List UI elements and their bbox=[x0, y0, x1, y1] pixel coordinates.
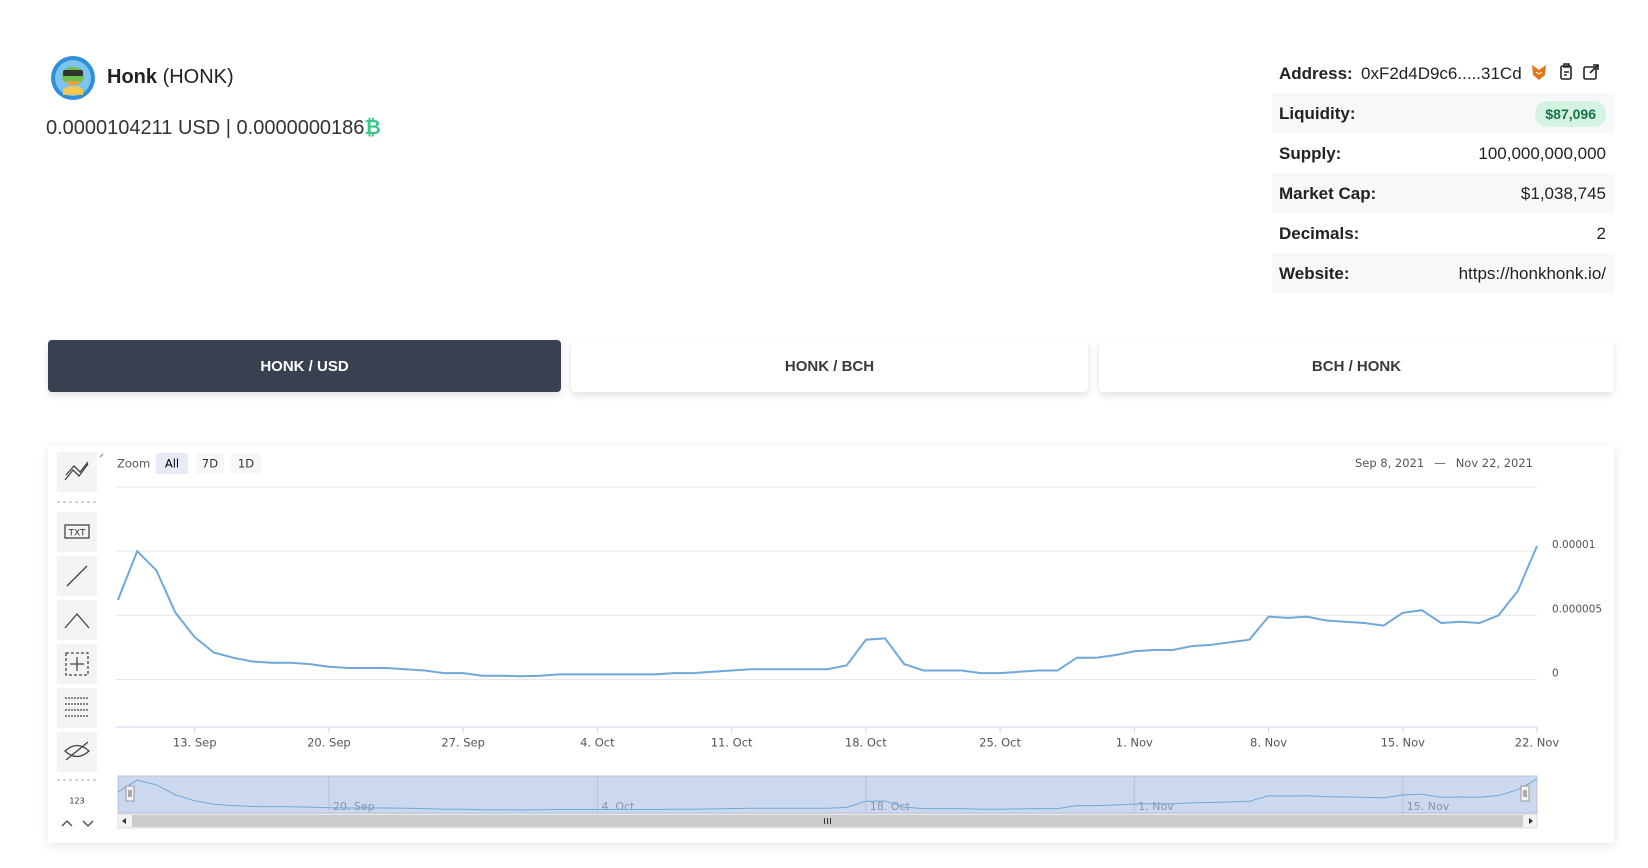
btc-symbol: ₿ bbox=[364, 117, 381, 139]
tool-icon bbox=[66, 565, 88, 587]
toolbar-arrows[interactable] bbox=[61, 820, 94, 827]
tool-icon bbox=[64, 461, 89, 481]
x-tick-label: 25. Oct bbox=[979, 736, 1021, 750]
tool-button[interactable] bbox=[57, 688, 97, 728]
tool-button[interactable] bbox=[57, 732, 97, 772]
y-tick-label: 0 bbox=[1552, 668, 1559, 680]
token-price: 0.0000104211 USD | 0.0000000186₿ bbox=[46, 117, 381, 140]
tool-button[interactable] bbox=[57, 600, 97, 640]
tool-icon bbox=[64, 741, 90, 761]
zoom-label: Zoom bbox=[117, 457, 150, 471]
navigator-tick-label: 18. Oct bbox=[870, 800, 911, 813]
tool-icon bbox=[70, 657, 84, 671]
x-tick-label: 8. Nov bbox=[1250, 736, 1287, 750]
zoom-button-label: All bbox=[165, 457, 179, 471]
info-row: Website: https://honkhonk.io/ bbox=[1272, 253, 1614, 293]
info-label: Liquidity: bbox=[1279, 104, 1356, 123]
pair-tab[interactable]: HONK / BCH bbox=[571, 340, 1088, 392]
navigator-line bbox=[117, 778, 1538, 811]
range-to: Nov 22, 2021 bbox=[1456, 456, 1533, 470]
navigator-handle-grip bbox=[1523, 790, 1527, 797]
info-label: Website: bbox=[1279, 264, 1350, 283]
price-line bbox=[117, 545, 1538, 678]
y-tick-label: 0.00001 bbox=[1552, 539, 1595, 551]
date-range: Sep 8, 2021 — Nov 22, 2021 bbox=[1355, 456, 1533, 470]
price-text: 0.0000104211 USD | 0.0000000186 bbox=[46, 117, 365, 139]
y-tick-label: 0.000005 bbox=[1552, 603, 1602, 615]
navigator-handle-grip bbox=[128, 790, 132, 797]
info-label: Market Cap: bbox=[1279, 184, 1377, 203]
tool-icon bbox=[64, 524, 90, 539]
x-tick-label: 20. Sep bbox=[307, 736, 351, 750]
pair-tab[interactable]: BCH / HONK bbox=[1099, 340, 1614, 392]
navigator-tick-label: 15. Nov bbox=[1407, 800, 1450, 813]
x-tick-label: 15. Nov bbox=[1381, 736, 1426, 750]
range-separator: — bbox=[1434, 456, 1446, 470]
token-logo bbox=[51, 56, 95, 100]
zoom-button-label: 1D bbox=[238, 457, 254, 471]
token-name-text: Honk bbox=[107, 66, 157, 88]
x-tick-label: 18. Oct bbox=[845, 736, 887, 750]
token-name: Honk (HONK) bbox=[107, 66, 234, 89]
info-label: Decimals: bbox=[1279, 224, 1360, 243]
zoom-button[interactable] bbox=[196, 453, 224, 474]
navigator-handle[interactable] bbox=[1520, 785, 1530, 802]
x-tick-label: 1. Nov bbox=[1116, 736, 1153, 750]
tool-button[interactable] bbox=[57, 512, 97, 552]
zoom-button-label: 7D bbox=[202, 457, 218, 471]
tool-icon bbox=[64, 613, 90, 629]
tool-button[interactable] bbox=[57, 452, 97, 492]
scrollbar-grip bbox=[824, 818, 831, 824]
x-tick-label: 11. Oct bbox=[711, 736, 753, 750]
tool-icon bbox=[65, 652, 89, 676]
liquidity-badge: $87,096 bbox=[1535, 101, 1606, 127]
range-from: Sep 8, 2021 bbox=[1355, 456, 1424, 470]
info-row: Liquidity: $87,096 bbox=[1272, 93, 1614, 133]
info-label: Supply: bbox=[1279, 144, 1342, 163]
x-tick-label: 22. Nov bbox=[1515, 736, 1560, 750]
info-row: Market Cap: $1,038,745 bbox=[1272, 173, 1614, 213]
info-label: Address: bbox=[1279, 64, 1353, 83]
info-row: Decimals: 2 bbox=[1272, 213, 1614, 253]
info-row: Address: 0xF2d4D9c6.....31Cd bbox=[1272, 53, 1614, 93]
tool-icon bbox=[65, 697, 89, 717]
zoom-button[interactable] bbox=[156, 453, 188, 474]
zoom-button[interactable] bbox=[231, 453, 261, 474]
info-value: 2 bbox=[1596, 224, 1606, 243]
info-value: $1,038,745 bbox=[1520, 184, 1606, 203]
toolbar-collapse[interactable] bbox=[99, 453, 104, 458]
info-value: https://honkhonk.io/ bbox=[1458, 264, 1606, 283]
x-tick-label: 27. Sep bbox=[441, 736, 485, 750]
text-tool-label: TXT bbox=[67, 529, 86, 539]
info-row: Supply: 100,000,000,000 bbox=[1272, 133, 1614, 173]
x-tick-label: 4. Oct bbox=[580, 736, 615, 750]
pair-tab[interactable]: HONK / USD bbox=[48, 340, 561, 392]
navigator-bg bbox=[117, 775, 1538, 814]
address-value: 0xF2d4D9c6.....31Cd bbox=[1361, 64, 1522, 83]
navigator-tick-label: 20. Sep bbox=[333, 800, 375, 813]
measure-tool-label: 123 bbox=[69, 797, 84, 806]
info-value: 100,000,000,000 bbox=[1478, 144, 1606, 163]
navigator-tick-label: 4. Oct bbox=[601, 800, 635, 813]
address-icons[interactable] bbox=[1530, 62, 1600, 84]
token-symbol: (HONK) bbox=[162, 66, 234, 88]
navigator-tick-label: 1. Nov bbox=[1138, 800, 1174, 813]
navigator-handle[interactable] bbox=[125, 785, 135, 802]
chart-toolbar bbox=[57, 452, 104, 827]
x-tick-label: 13. Sep bbox=[173, 736, 217, 750]
